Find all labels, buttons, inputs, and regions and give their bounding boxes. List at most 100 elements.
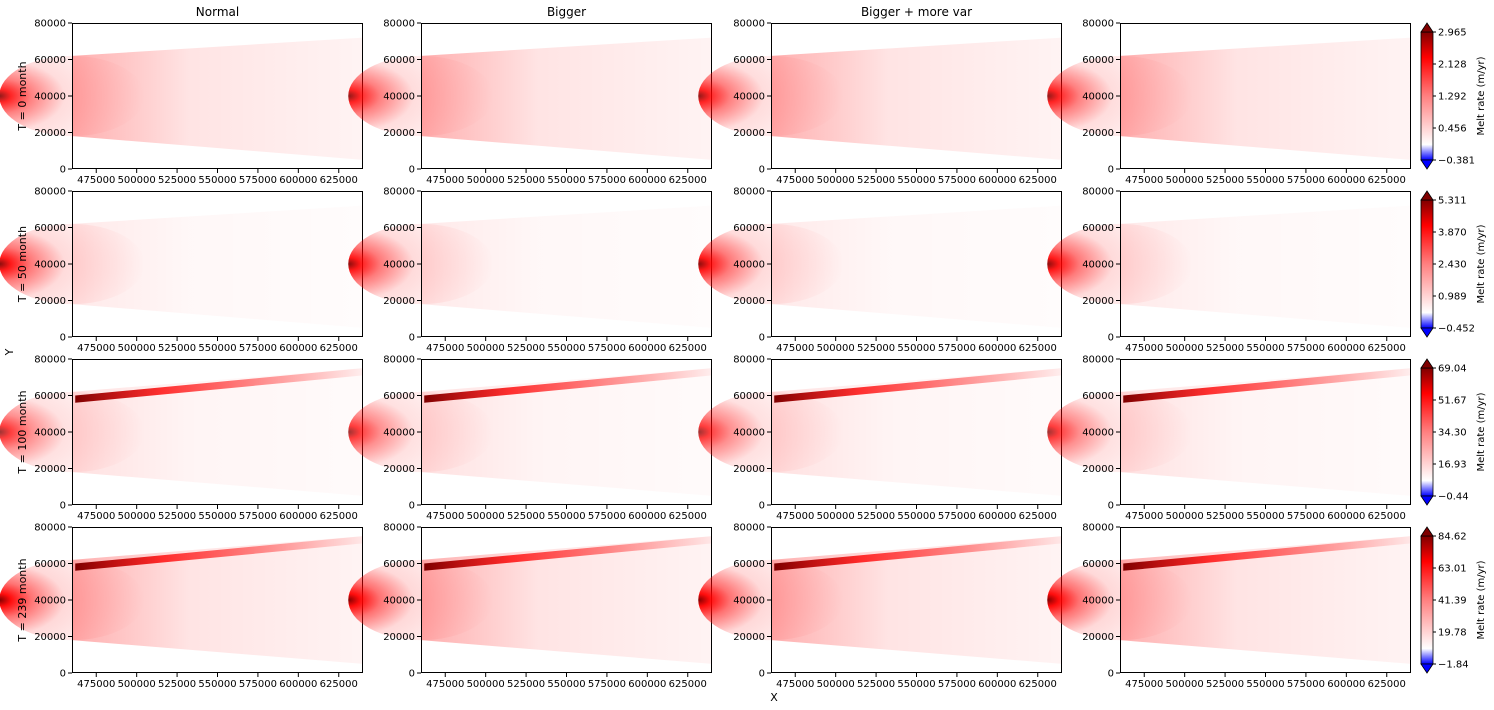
x-tick-label: 575000 (1287, 679, 1325, 690)
row-label: T = 50 month (16, 226, 29, 303)
colorbar-tick-label: −0.44 (1438, 492, 1469, 503)
y-tick-label: 60000 (733, 559, 765, 570)
y-tick-label: 20000 (34, 464, 66, 475)
y-tick-label: 20000 (34, 296, 66, 307)
heatmap-panel: 475000 500000 525000 550000 575000 600000 6250… (698, 523, 1062, 690)
colorbar-tick-label: 51.67 (1438, 396, 1467, 407)
y-tick-label: 40000 (34, 596, 66, 607)
x-tick-label: 575000 (588, 679, 626, 690)
x-tick-label: 525000 (158, 511, 196, 522)
x-tick-label: 475000 (77, 343, 115, 354)
melt-boundary-streak (75, 368, 363, 403)
melt-plume-body (72, 536, 363, 664)
colorbar-tick-label: 0.456 (1438, 124, 1467, 135)
colorbar-extend-min (1420, 495, 1434, 506)
colorbar-label: Melt rate (m/yr) (1476, 392, 1487, 471)
y-tick-label: 60000 (733, 223, 765, 234)
x-tick-label: 575000 (938, 175, 976, 186)
heatmap-panel: 475000 500000 525000 550000 575000 600000 6250… (1047, 187, 1411, 354)
x-tick-label: 550000 (198, 175, 236, 186)
x-tick-label: 550000 (1246, 175, 1284, 186)
y-tick-label: 0 (60, 333, 66, 344)
x-tick-label: 475000 (77, 175, 115, 186)
x-tick-label: 625000 (669, 343, 707, 354)
x-tick-label: 575000 (938, 511, 976, 522)
colorbar: 5.311 3.870 2.430 0.989 −0.452 Melt rate (m/y… (1420, 190, 1487, 338)
x-tick-label: 575000 (239, 511, 277, 522)
figure-y-axis-label: Y (3, 348, 16, 356)
melt-boundary-streak (1123, 536, 1411, 571)
y-tick-label: 0 (759, 165, 765, 176)
x-tick-label: 500000 (1166, 343, 1204, 354)
figure-x-axis-label: X (770, 691, 778, 704)
x-tick-label: 575000 (588, 175, 626, 186)
colorbar-tick-label: 1.292 (1438, 92, 1467, 103)
melt-plume-body (771, 205, 1062, 328)
y-tick-label: 40000 (34, 92, 66, 103)
y-tick-label: 40000 (383, 428, 415, 439)
melt-plume-body (72, 368, 363, 496)
colorbar-tick-label: 16.93 (1438, 460, 1467, 471)
y-tick-label: 80000 (34, 355, 66, 366)
colorbar-tick-label: 19.78 (1438, 628, 1467, 639)
x-tick-label: 550000 (547, 343, 585, 354)
colorbar-tick-label: −1.84 (1438, 660, 1469, 671)
y-tick-label: 40000 (733, 596, 765, 607)
x-tick-label: 575000 (239, 679, 277, 690)
y-tick-label: 80000 (34, 523, 66, 534)
heatmap-panel: 475000 500000 525000 550000 575000 600000 6250… (348, 523, 712, 690)
heatmap-panel: 475000 500000 525000 550000 575000 600000 6250… (698, 355, 1062, 522)
x-tick-label: 625000 (320, 511, 358, 522)
x-tick-label: 525000 (1206, 343, 1244, 354)
x-tick-label: 475000 (426, 511, 464, 522)
x-tick-label: 475000 (776, 511, 814, 522)
y-tick-label: 0 (1108, 669, 1114, 680)
colorbar-tick-label: 5.311 (1438, 196, 1467, 207)
y-tick-label: 80000 (1082, 355, 1114, 366)
y-tick-label: 60000 (383, 223, 415, 234)
x-tick-label: 525000 (857, 679, 895, 690)
colorbar-tick-label: 2.128 (1438, 60, 1467, 71)
x-tick-label: 525000 (1206, 175, 1244, 186)
colorbar-tick-label: 2.965 (1438, 28, 1467, 39)
x-tick-label: 500000 (118, 511, 156, 522)
x-tick-label: 625000 (320, 175, 358, 186)
x-tick-label: 550000 (1246, 343, 1284, 354)
x-tick-label: 600000 (628, 343, 666, 354)
x-tick-label: 525000 (507, 511, 545, 522)
y-tick-label: 20000 (1082, 128, 1114, 139)
x-tick-label: 500000 (118, 343, 156, 354)
colorbar: 2.965 2.128 1.292 0.456 −0.381 Melt rate (m/y… (1420, 22, 1487, 170)
colorbar-tick-label: −0.452 (1438, 324, 1475, 335)
x-tick-label: 600000 (628, 511, 666, 522)
x-tick-label: 600000 (628, 679, 666, 690)
x-tick-label: 550000 (198, 343, 236, 354)
x-tick-label: 525000 (857, 511, 895, 522)
colorbar-extend-min (1420, 663, 1434, 674)
y-tick-label: 60000 (34, 559, 66, 570)
y-tick-label: 80000 (34, 187, 66, 198)
colorbar-tick-label: 69.04 (1438, 364, 1467, 375)
y-tick-label: 20000 (1082, 464, 1114, 475)
melt-plume-body (1120, 205, 1411, 328)
heatmap-panel: 475000 500000 525000 550000 575000 600000 6250… (348, 355, 712, 522)
colorbar: 69.04 51.67 34.30 16.93 −0.44 Melt rate (m/yr… (1420, 358, 1487, 506)
melt-boundary-streak (75, 536, 363, 571)
melt-boundary-streak (774, 536, 1062, 571)
heatmap-panel: 475000 500000 525000 550000 575000 600000 6250… (1047, 19, 1411, 186)
y-tick-label: 40000 (383, 260, 415, 271)
colorbar-gradient (1420, 199, 1434, 329)
melt-boundary-streak (1123, 368, 1411, 403)
melt-plume-body (1120, 536, 1411, 664)
melt-boundary-streak (424, 368, 712, 403)
x-tick-label: 500000 (817, 175, 855, 186)
row-label: T = 239 month (16, 558, 29, 642)
x-tick-label: 525000 (1206, 679, 1244, 690)
x-tick-label: 550000 (897, 511, 935, 522)
y-tick-label: 20000 (383, 296, 415, 307)
y-tick-label: 40000 (1082, 428, 1114, 439)
melt-plume-body (771, 37, 1062, 160)
x-tick-label: 500000 (1166, 511, 1204, 522)
x-tick-label: 525000 (857, 343, 895, 354)
y-tick-label: 80000 (383, 19, 415, 30)
